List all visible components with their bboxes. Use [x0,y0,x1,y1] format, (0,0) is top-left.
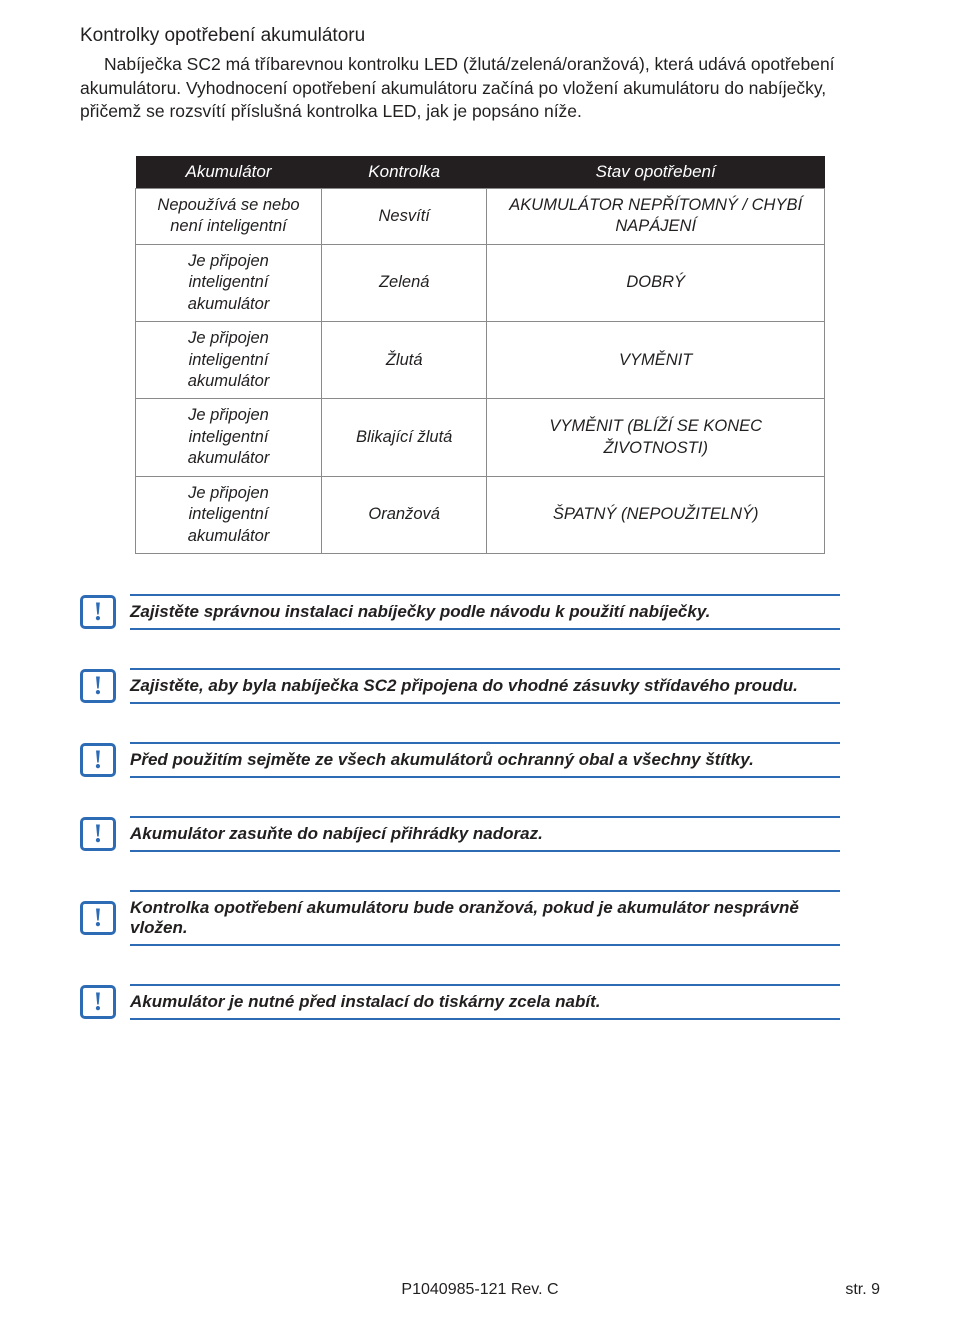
note-row: ! Zajistěte správnou instalaci nabíječky … [80,594,880,630]
table-cell: Nesvítí [322,188,487,244]
table-row: Je připojen inteligentní akumulátorZelen… [136,244,825,321]
table-row: Je připojen inteligentní akumulátorOranž… [136,476,825,553]
table-cell: Žlutá [322,322,487,399]
footer-page: str. 9 [845,1281,880,1299]
note-text: Akumulátor zasuňte do nabíjecí přihrádky… [130,816,840,852]
table-cell: AKUMULÁTOR NEPŘÍTOMNÝ / CHYBÍ NAPÁJENÍ [487,188,825,244]
note-text: Zajistěte, aby byla nabíječka SC2 připoj… [130,668,840,704]
note-text: Před použitím sejměte ze všech akumuláto… [130,742,840,778]
note-row: ! Před použitím sejměte ze všech akumulát… [80,742,880,778]
table-cell: Je připojen inteligentní akumulátor [136,476,322,553]
table-cell: DOBRÝ [487,244,825,321]
table-cell: VYMĚNIT (BLÍŽÍ SE KONEC ŽIVOTNOSTI) [487,399,825,476]
status-table-wrap: Akumulátor Kontrolka Stav opotřebení Nep… [135,156,825,554]
intro-paragraph: Nabíječka SC2 má tříbarevnou kontrolku L… [80,53,880,124]
table-cell: Je připojen inteligentní akumulátor [136,399,322,476]
alert-icon: ! [80,817,116,851]
alert-icon: ! [80,743,116,777]
col-header-status: Stav opotřebení [487,156,825,189]
note-row: ! Akumulátor je nutné před instalací do t… [80,984,880,1020]
section-heading: Kontrolky opotřebení akumulátoru [80,25,880,47]
note-row: ! Zajistěte, aby byla nabíječka SC2 připo… [80,668,880,704]
note-row: ! Kontrolka opotřebení akumulátoru bude o… [80,890,880,946]
table-cell: Nepoužívá se nebo není inteligentní [136,188,322,244]
page-footer: P1040985-121 Rev. C str. 9 [0,1281,960,1299]
note-text: Akumulátor je nutné před instalací do ti… [130,984,840,1020]
alert-icon: ! [80,985,116,1019]
col-header-indicator: Kontrolka [322,156,487,189]
table-cell: Je připojen inteligentní akumulátor [136,322,322,399]
alert-icon: ! [80,901,116,935]
table-cell: Je připojen inteligentní akumulátor [136,244,322,321]
col-header-battery: Akumulátor [136,156,322,189]
table-cell: Blikající žlutá [322,399,487,476]
table-cell: Oranžová [322,476,487,553]
status-table: Akumulátor Kontrolka Stav opotřebení Nep… [135,156,825,554]
alert-icon: ! [80,595,116,629]
table-cell: ŠPATNÝ (NEPOUŽITELNÝ) [487,476,825,553]
note-row: ! Akumulátor zasuňte do nabíjecí přihrádk… [80,816,880,852]
footer-docid: P1040985-121 Rev. C [0,1281,960,1299]
note-text: Kontrolka opotřebení akumulátoru bude or… [130,890,840,946]
table-row: Je připojen inteligentní akumulátorBlika… [136,399,825,476]
alert-icon: ! [80,669,116,703]
table-row: Nepoužívá se nebo není inteligentníNesví… [136,188,825,244]
table-row: Je připojen inteligentní akumulátorŽlutá… [136,322,825,399]
table-cell: VYMĚNIT [487,322,825,399]
table-cell: Zelená [322,244,487,321]
note-text: Zajistěte správnou instalaci nabíječky p… [130,594,840,630]
